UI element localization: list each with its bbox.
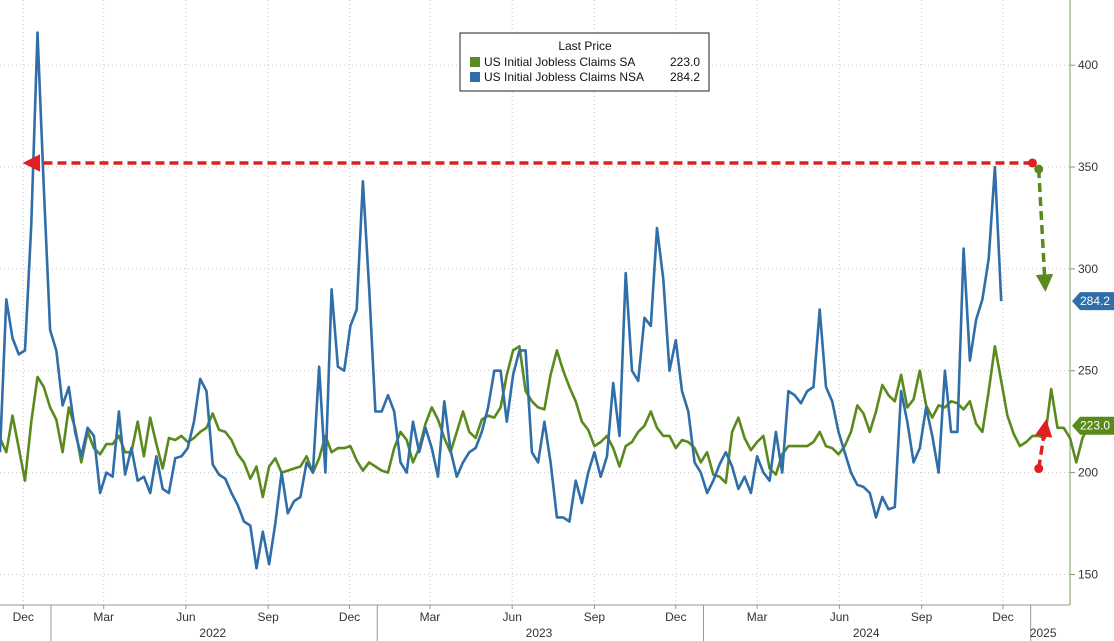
legend-swatch-sa [470, 57, 480, 67]
legend-swatch-nsa [470, 72, 480, 82]
x-tick-label: Mar [420, 610, 441, 624]
x-tick-label: Jun [176, 610, 195, 624]
year-label: 2024 [853, 626, 880, 640]
series-lines [0, 31, 1090, 570]
x-tick-label: Sep [911, 610, 933, 624]
badge-shape [1072, 416, 1114, 435]
last-value-badge-nsa: 284.2 [1072, 292, 1114, 311]
last-value-badge-sa: 223.0 [1072, 416, 1114, 435]
x-tick-label: Mar [747, 610, 768, 624]
y-tick-label: 200 [1078, 466, 1098, 480]
x-tick-label: Dec [992, 610, 1013, 624]
legend-entry-nsa: US Initial Jobless Claims NSA [484, 70, 644, 84]
x-tick-label: Mar [93, 610, 114, 624]
annotation-arrow [1035, 168, 1054, 292]
legend: Last Price US Initial Jobless Claims SA … [459, 32, 710, 92]
y-tick-label: 300 [1078, 262, 1098, 276]
series-line-nsa [0, 31, 1003, 570]
badge-label: 284.2 [1080, 294, 1110, 308]
badge-shape [1072, 292, 1114, 311]
x-tick-label: Jun [830, 610, 849, 624]
y-tick-label: 250 [1078, 364, 1098, 378]
y-tick-label: 150 [1078, 567, 1098, 581]
legend-title: Last Price [558, 39, 612, 53]
last-value-badges: 223.0 284.2 [1072, 292, 1114, 435]
series-line-sa [0, 344, 1090, 499]
year-label: 2023 [526, 626, 553, 640]
legend-value-sa: 223.0 [670, 55, 700, 69]
legend-box [459, 32, 710, 92]
legend-value-nsa: 284.2 [670, 70, 700, 84]
y-tick-label: 400 [1078, 58, 1098, 72]
x-tick-label: Sep [257, 610, 279, 624]
x-tick-label: Sep [584, 610, 606, 624]
badge-label: 223.0 [1080, 419, 1110, 433]
x-tick-label: Jun [503, 610, 522, 624]
grid [0, 0, 1070, 605]
x-tick-label: Dec [13, 610, 34, 624]
annotation-arrow [1034, 419, 1053, 469]
year-label: 2022 [199, 626, 226, 640]
year-label: 2025 [1030, 626, 1057, 640]
annotations [22, 154, 1054, 474]
legend-entry-sa: US Initial Jobless Claims SA [484, 55, 635, 69]
x-tick-label: Dec [339, 610, 360, 624]
x-tick-label: Dec [665, 610, 686, 624]
y-tick-label: 350 [1078, 160, 1098, 174]
